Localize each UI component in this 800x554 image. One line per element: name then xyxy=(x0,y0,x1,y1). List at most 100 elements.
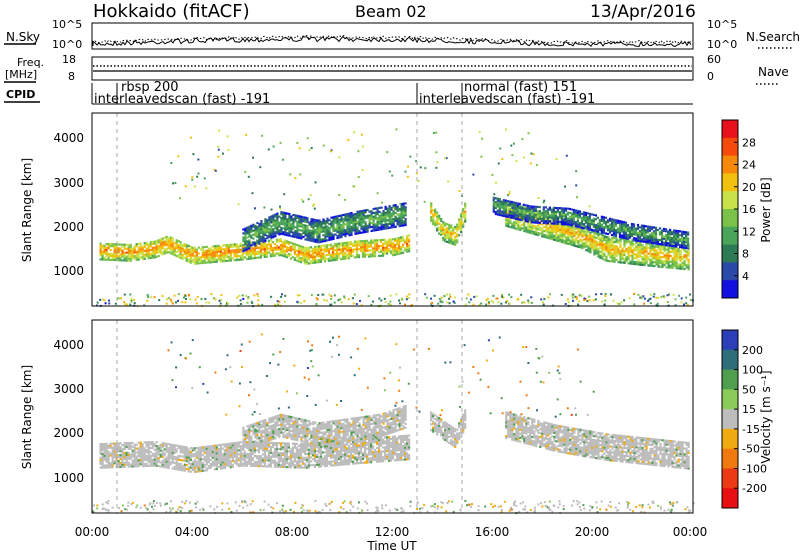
velocity-cell xyxy=(151,464,154,467)
power-cell xyxy=(217,254,220,257)
power-cell xyxy=(621,251,624,254)
power-cell xyxy=(641,250,644,253)
velocity-cell xyxy=(113,444,116,447)
power-cell xyxy=(510,212,513,215)
power-cell xyxy=(378,214,381,217)
power-cell xyxy=(673,231,676,234)
power-cell xyxy=(667,260,670,263)
power-cell xyxy=(656,302,659,305)
power-cell xyxy=(576,215,579,218)
power-cell xyxy=(647,242,650,245)
velocity-cell xyxy=(211,464,214,467)
power-cell xyxy=(189,257,192,260)
power-cell xyxy=(237,203,240,206)
power-cell xyxy=(278,231,281,234)
power-cell xyxy=(322,220,325,223)
power-cell xyxy=(278,221,281,224)
power-cell xyxy=(406,246,409,249)
power-cell xyxy=(399,202,402,205)
power-cell xyxy=(271,254,274,258)
power-cell xyxy=(115,247,118,250)
power-cell xyxy=(347,298,350,301)
power-cell xyxy=(307,248,311,251)
power-cell xyxy=(248,233,251,236)
velocity-cell xyxy=(109,464,112,467)
velocity-cell xyxy=(191,467,194,470)
power-cell xyxy=(351,254,355,257)
power-cell xyxy=(519,205,522,208)
power-cell xyxy=(556,218,559,221)
velocity-cell xyxy=(163,444,166,447)
velocity-cell xyxy=(99,458,102,461)
power-cell xyxy=(288,222,291,225)
power-cell xyxy=(187,252,190,255)
power-cell xyxy=(257,246,260,249)
power-cell xyxy=(681,261,684,264)
power-cell xyxy=(645,250,648,253)
power-cell xyxy=(600,225,603,228)
power-cell xyxy=(265,245,268,248)
power-cell xyxy=(536,211,539,214)
power-cell xyxy=(398,238,401,241)
power-cell xyxy=(543,225,546,229)
velocity-cell xyxy=(119,463,122,467)
velocity-cell xyxy=(207,459,210,462)
power-cell xyxy=(281,250,284,253)
power-cell xyxy=(554,206,557,210)
power-cell xyxy=(181,253,184,256)
velocity-cell xyxy=(107,464,110,467)
power-cell xyxy=(603,303,606,306)
power-cell xyxy=(549,223,552,226)
power-cell xyxy=(619,257,622,260)
power-cell xyxy=(290,235,293,238)
power-cell xyxy=(643,248,646,251)
velocity-cell xyxy=(135,463,138,466)
power-cell xyxy=(685,233,688,236)
power-cell xyxy=(362,221,365,224)
power-cell xyxy=(362,217,365,220)
power-cell xyxy=(552,222,555,225)
power-cell xyxy=(523,222,526,225)
power-cell xyxy=(590,223,593,226)
power-cell xyxy=(195,248,198,251)
power-cell xyxy=(294,230,297,233)
power-cell xyxy=(679,238,682,241)
power-cell xyxy=(275,248,278,251)
power-cell xyxy=(360,223,363,226)
velocity-cell xyxy=(171,447,174,450)
velocity-cell xyxy=(143,449,146,452)
power-cell xyxy=(268,235,271,239)
power-cell xyxy=(537,224,540,227)
power-cell xyxy=(161,245,164,248)
power-cell xyxy=(271,251,274,254)
power-cell xyxy=(287,241,290,244)
power-cell xyxy=(605,259,608,262)
power-cell xyxy=(319,260,323,263)
power-cell xyxy=(600,227,603,230)
velocity-cell xyxy=(223,464,226,468)
power-cell xyxy=(639,247,642,251)
power-cell xyxy=(402,216,405,219)
power-cell xyxy=(605,241,608,245)
power-cell xyxy=(329,303,332,306)
power-cell xyxy=(237,250,240,254)
power-cell xyxy=(394,208,397,211)
velocity-cell xyxy=(105,448,108,451)
power-cell xyxy=(143,255,146,258)
power-cell xyxy=(348,224,351,227)
power-cell xyxy=(235,255,238,258)
velocity-cell xyxy=(141,463,144,466)
power-cell xyxy=(335,256,339,259)
power-cell xyxy=(217,250,220,253)
velocity-cell xyxy=(203,457,206,460)
power-cell xyxy=(301,259,304,262)
power-cell xyxy=(601,243,604,246)
velocity-cell xyxy=(111,460,114,463)
power-cell xyxy=(318,229,321,232)
power-cell xyxy=(225,253,228,257)
power-cell xyxy=(225,249,228,253)
power-cell xyxy=(631,256,634,259)
velocity-cell xyxy=(173,452,176,455)
velocity-cell xyxy=(151,442,154,446)
power-cell xyxy=(301,249,304,252)
